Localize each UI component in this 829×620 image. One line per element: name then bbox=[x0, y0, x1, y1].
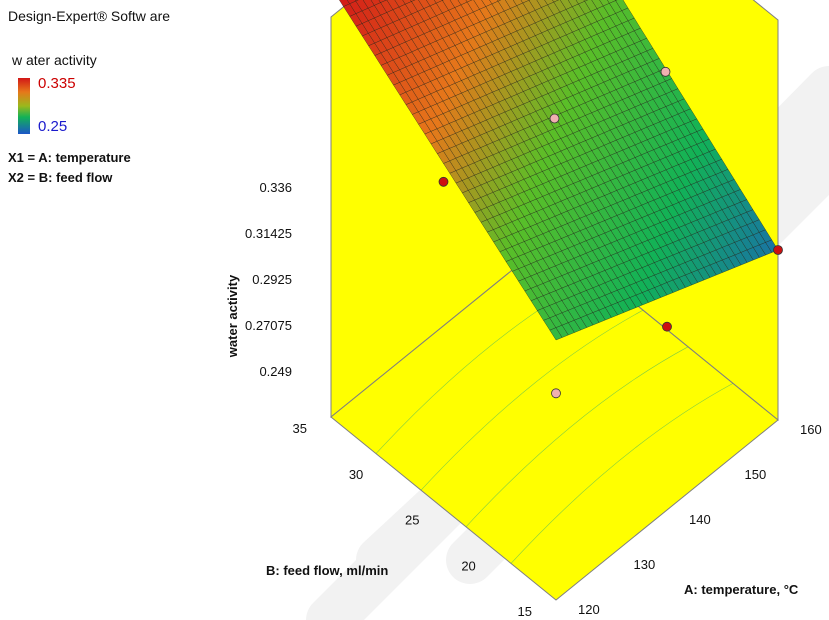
x-tick-label: 130 bbox=[634, 557, 656, 572]
design-point bbox=[773, 245, 783, 255]
y-tick-label: 30 bbox=[349, 467, 363, 482]
y-tick-label: 15 bbox=[518, 604, 532, 619]
factor-x2-label: X2 = B: feed flow bbox=[8, 170, 113, 185]
design-point bbox=[662, 321, 672, 332]
z-tick-label: 0.27075 bbox=[245, 318, 292, 333]
factor-x1-label: X1 = A: temperature bbox=[8, 150, 131, 165]
legend-high-value: 0.335 bbox=[38, 75, 76, 92]
design-point bbox=[549, 113, 560, 124]
x-tick-label: 160 bbox=[800, 422, 822, 437]
z-tick-label: 0.249 bbox=[259, 364, 292, 379]
y-tick-label: 20 bbox=[461, 558, 475, 573]
x-tick-label: 140 bbox=[689, 512, 711, 527]
y-axis-label: B: feed flow, ml/min bbox=[266, 563, 388, 578]
design-point bbox=[438, 176, 449, 187]
y-tick-label: 35 bbox=[293, 421, 307, 436]
legend-low-value: 0.25 bbox=[38, 118, 68, 135]
z-tick-label: 0.31425 bbox=[245, 226, 292, 241]
x-axis-label: A: temperature, °C bbox=[684, 582, 799, 597]
x-tick-label: 150 bbox=[745, 467, 767, 482]
legend-title: w ater activity bbox=[12, 52, 97, 68]
floor-contour bbox=[420, 309, 644, 491]
legend-color-bar bbox=[18, 78, 30, 134]
axis-ticks: 0.336 0.31425 0.2925 0.27075 0.249 120 130 140 1… bbox=[245, 180, 822, 619]
z-tick-label: 0.336 bbox=[259, 180, 292, 195]
design-point bbox=[660, 66, 671, 77]
z-tick-label: 0.2925 bbox=[252, 272, 292, 287]
software-label: Design-Expert® Softw are bbox=[8, 8, 171, 24]
floor-contour bbox=[465, 346, 689, 528]
y-tick-label: 25 bbox=[405, 513, 419, 528]
response-surface bbox=[339, 0, 779, 341]
floor-contour bbox=[510, 383, 734, 564]
x-tick-label: 120 bbox=[578, 602, 600, 617]
design-point bbox=[551, 388, 561, 399]
design-points bbox=[438, 66, 783, 399]
z-axis-label: water activity bbox=[225, 274, 240, 358]
